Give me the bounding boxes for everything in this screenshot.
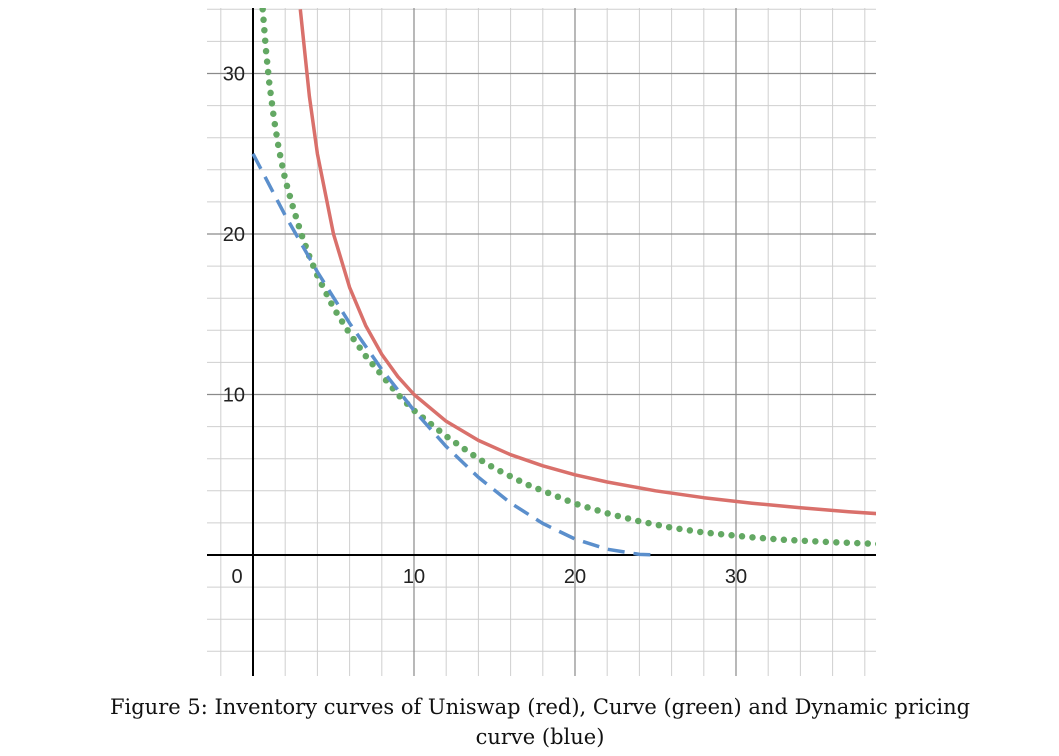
series-dynamic-line xyxy=(251,152,656,557)
y-tick-label: 20 xyxy=(223,224,245,246)
inventory-curves-chart: 10 20 30 10 20 30 0 xyxy=(207,8,876,676)
figure-caption: Figure 5: Inventory curves of Uniswap (r… xyxy=(109,695,971,749)
x-tick-label: 20 xyxy=(564,566,586,588)
axes xyxy=(207,8,876,676)
series-curve-line xyxy=(259,8,876,548)
y-tick-label: 10 xyxy=(223,385,245,407)
x-tick-label: 30 xyxy=(725,566,747,588)
grid-minor xyxy=(207,8,876,676)
x-tick-label: 10 xyxy=(403,566,425,588)
grid-major xyxy=(207,8,876,676)
series-uniswap-line xyxy=(298,9,876,516)
origin-label: 0 xyxy=(231,566,242,588)
y-tick-label: 30 xyxy=(223,64,245,86)
series-layer xyxy=(251,8,876,557)
tick-labels: 10 20 30 10 20 30 0 xyxy=(223,64,747,589)
